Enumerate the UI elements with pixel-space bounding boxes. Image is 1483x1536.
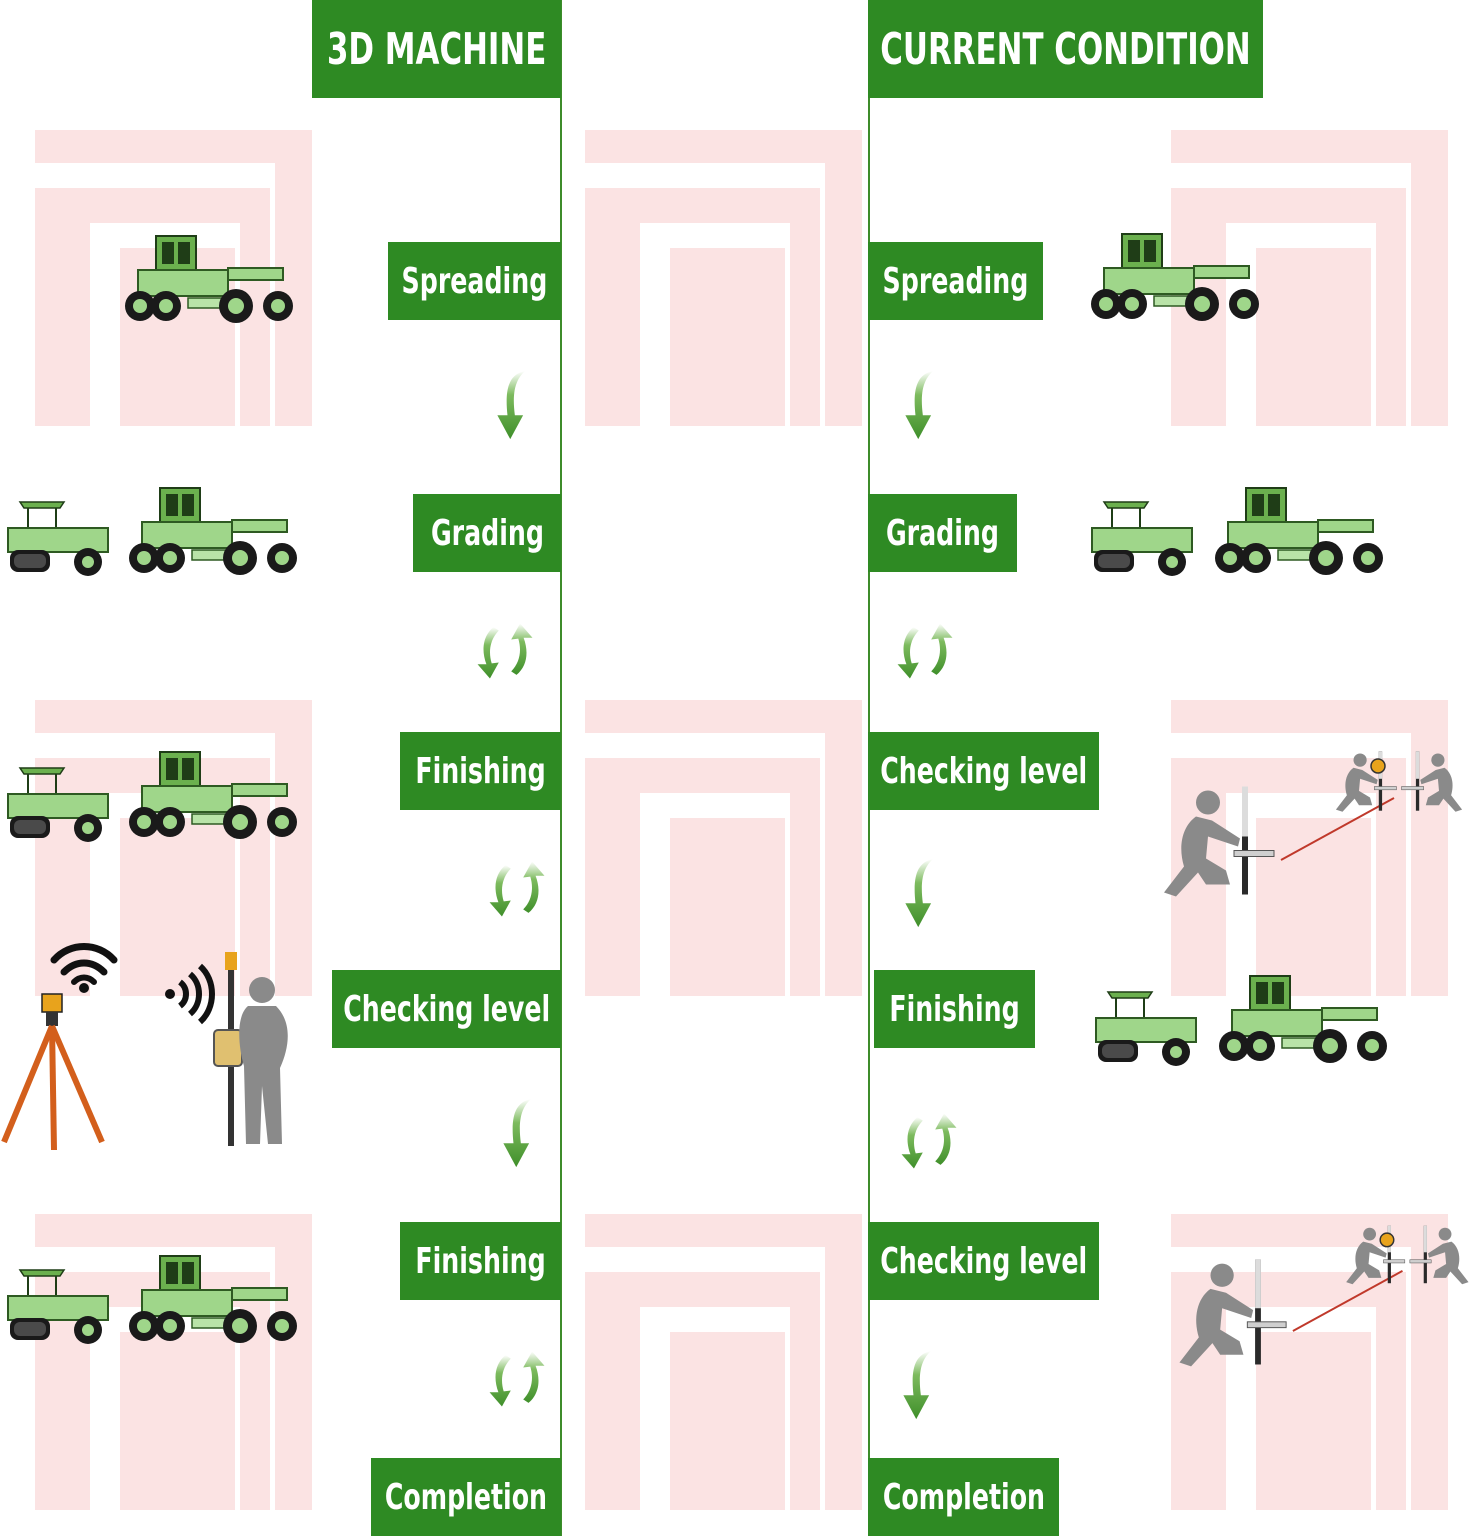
right-step-spreading: Spreading (868, 242, 1043, 320)
left-finishing2-roller-icon (2, 1262, 117, 1347)
left-arrow-cycle-2 (486, 856, 548, 922)
watermark-logo-center-bottom (585, 1214, 862, 1510)
left-grading-grader-icon (122, 480, 302, 580)
right-level-check-workers-icon (1163, 751, 1463, 898)
signal-icon (165, 963, 215, 1025)
left-column-title: 3D MACHINE (312, 0, 561, 98)
left-arrow-cycle-3 (486, 1346, 548, 1412)
left-arrow-down-1 (490, 368, 536, 444)
watermark-logo-left-mid (35, 700, 312, 996)
watermark-logo-right-bottom (1171, 1214, 1448, 1510)
right-step-finishing: Finishing (874, 970, 1035, 1048)
right-arrow-cycle-2 (898, 1108, 960, 1174)
tripod-icon (1, 993, 105, 1151)
left-checking-survey-icon (1, 943, 288, 1151)
left-finishing-grader-icon (122, 744, 302, 844)
right-level-check-workers-icon-2 (1178, 1225, 1469, 1367)
right-arrow-down-1 (898, 368, 944, 444)
right-step-completion: Completion (868, 1458, 1059, 1536)
surveyor-icon (213, 952, 288, 1146)
right-arrow-down-3 (896, 1348, 942, 1424)
left-step-checking-level: Checking level (332, 970, 561, 1048)
right-spreading-grader-icon (1084, 226, 1264, 326)
left-column-line (560, 0, 562, 1536)
left-step-finishing: Finishing (400, 732, 561, 810)
right-finishing-roller-icon (1090, 984, 1205, 1069)
watermark-logo-center-top (585, 130, 862, 426)
left-spreading-grader-icon (118, 228, 298, 328)
right-finishing-grader-icon (1212, 968, 1392, 1068)
right-step-checking-level: Checking level (868, 732, 1099, 810)
right-step-checking-level-2: Checking level (868, 1222, 1099, 1300)
wifi-icon (50, 943, 118, 993)
left-arrow-cycle-1 (474, 618, 536, 684)
left-grading-roller-icon (2, 494, 117, 579)
watermark-logo-right-top (1171, 130, 1448, 426)
right-column-title: CURRENT CONDITION (868, 0, 1263, 98)
left-arrow-down-2 (496, 1096, 542, 1172)
watermark-logo-right-mid (1171, 700, 1448, 996)
left-step-spreading: Spreading (388, 242, 561, 320)
left-step-grading: Grading (413, 494, 561, 572)
left-finishing2-grader-icon (122, 1248, 302, 1348)
right-arrow-down-2 (898, 856, 944, 932)
left-step-completion: Completion (371, 1458, 561, 1536)
left-finishing-roller-icon (2, 760, 117, 845)
right-grading-roller-icon (1086, 494, 1201, 579)
right-grading-grader-icon (1208, 480, 1388, 580)
right-arrow-cycle-1 (894, 618, 956, 684)
left-step-finishing-2: Finishing (400, 1222, 561, 1300)
watermark-logo-center-mid (585, 700, 862, 996)
right-step-grading: Grading (868, 494, 1017, 572)
